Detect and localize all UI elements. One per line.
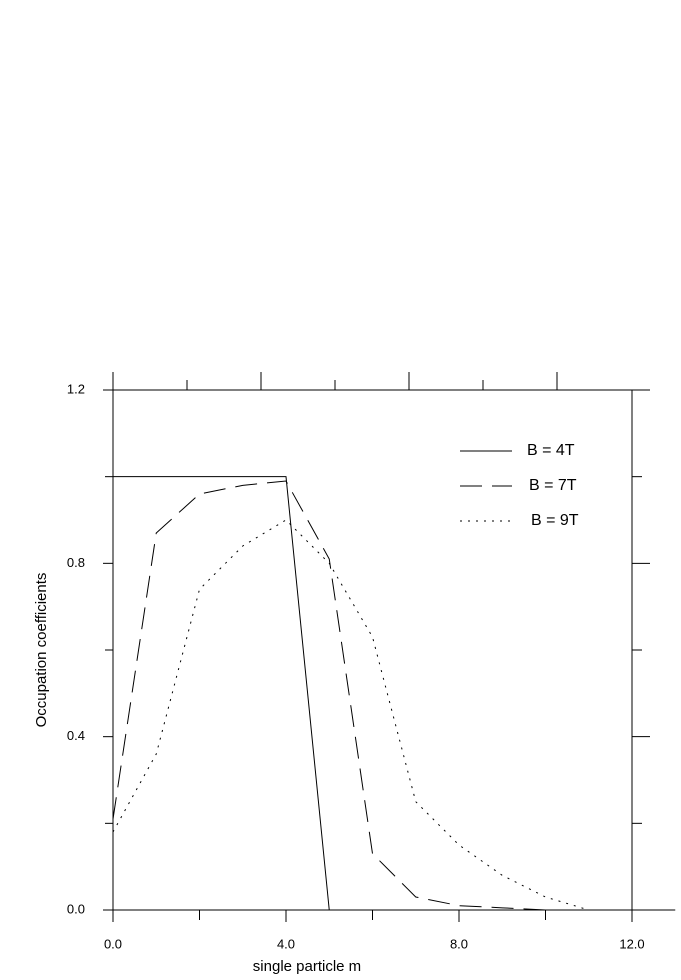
plot-frame bbox=[112, 389, 633, 911]
x-tick-label: 12.0 bbox=[619, 936, 644, 951]
y-tick-label: 1.2 bbox=[67, 381, 85, 396]
x-tick-label: 8.0 bbox=[450, 936, 468, 951]
series-line bbox=[112, 480, 676, 911]
x-tick-label: 4.0 bbox=[277, 936, 295, 951]
x-axis-label: single particle m bbox=[253, 958, 361, 975]
top-ticks bbox=[112, 372, 558, 390]
legend-label: B = 9T bbox=[531, 512, 579, 529]
y-tick-label: 0.0 bbox=[67, 901, 85, 916]
series-line bbox=[112, 519, 676, 911]
y-tick-label: 0.4 bbox=[67, 728, 85, 743]
legend-label: B = 7T bbox=[529, 477, 577, 494]
legend-label: B = 4T bbox=[527, 442, 575, 459]
y-tick-label: 0.8 bbox=[67, 555, 85, 570]
series-line bbox=[113, 476, 676, 911]
y-axis-label: Occupation coefficients bbox=[33, 573, 50, 728]
x-tick-label: 0.0 bbox=[104, 936, 122, 951]
